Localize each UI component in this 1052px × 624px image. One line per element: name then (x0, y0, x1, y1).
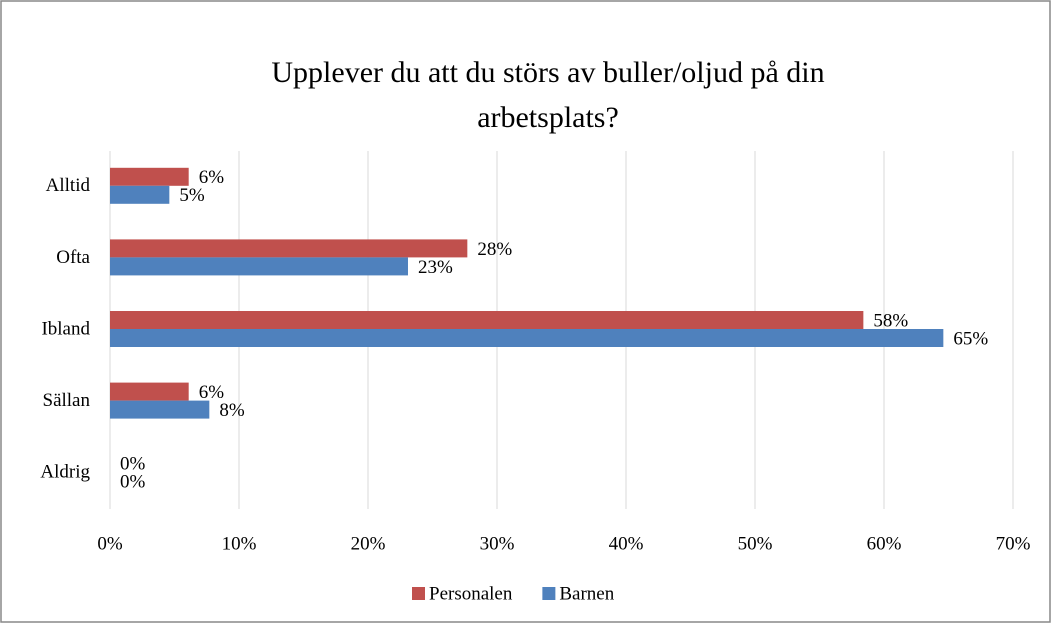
y-tick-label: Ofta (56, 247, 90, 268)
legend-label: Personalen (429, 583, 513, 604)
bar (110, 311, 864, 329)
y-tick-label: Sällan (43, 390, 91, 411)
x-tick-label: 70% (996, 533, 1031, 554)
bar (110, 185, 170, 204)
data-label: 8% (219, 400, 245, 421)
x-tick-label: 10% (222, 533, 257, 554)
x-tick-label: 60% (867, 533, 902, 554)
data-label: 23% (418, 257, 453, 278)
data-label: 58% (873, 310, 908, 331)
data-label: 5% (179, 185, 205, 206)
x-tick-label: 30% (480, 533, 515, 554)
legend-item: Personalen (412, 583, 513, 604)
data-label: 6% (199, 382, 225, 403)
chart-title: Upplever du att du störs av buller/oljud… (271, 56, 824, 134)
data-label: 65% (953, 328, 988, 349)
x-tick-label: 20% (351, 533, 386, 554)
y-tick-label: Alltid (46, 175, 91, 196)
x-tick-label: 50% (738, 533, 773, 554)
bar (110, 239, 468, 258)
bar (110, 400, 210, 419)
y-tick-label: Aldrig (40, 462, 90, 483)
data-label: 28% (477, 239, 512, 260)
bar (110, 382, 189, 401)
legend-item: Barnen (542, 583, 615, 604)
data-label: 0% (120, 454, 146, 475)
bar (110, 329, 944, 347)
x-tick-label: 0% (97, 533, 123, 554)
data-label: 6% (199, 167, 225, 188)
legend-swatch (412, 587, 425, 600)
x-tick-label: 40% (609, 533, 644, 554)
y-tick-label: Ibland (41, 318, 90, 339)
bar (110, 167, 189, 186)
legend-label: Barnen (559, 583, 614, 604)
bar (110, 257, 408, 276)
legend-swatch (542, 587, 556, 600)
data-label: 0% (120, 472, 146, 493)
